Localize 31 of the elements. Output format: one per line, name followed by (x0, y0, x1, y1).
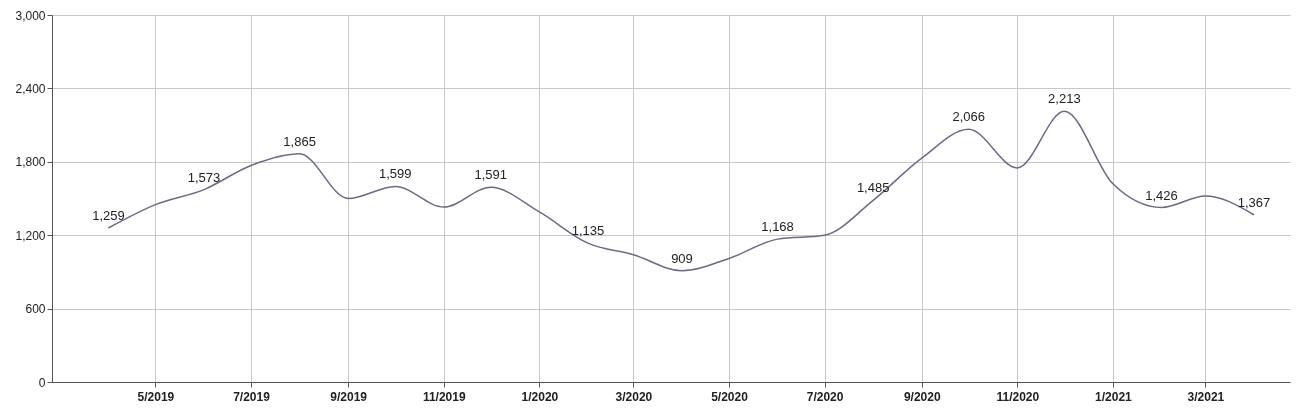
data-label: 1,599 (378, 166, 412, 182)
y-tick-label: 1,200 (15, 228, 46, 243)
x-tick-label: 5/2019 (137, 389, 175, 404)
x-tick-label: 3/2021 (1187, 389, 1225, 404)
data-label: 1,591 (474, 167, 508, 183)
x-tick-label: 1/2021 (1095, 389, 1133, 404)
x-tick-label: 3/2020 (615, 389, 653, 404)
x-tick-label: 5/2020 (711, 389, 749, 404)
x-tick-label: 7/2019 (233, 389, 271, 404)
x-tick-label: 1/2020 (521, 389, 559, 404)
data-label: 1,135 (571, 223, 605, 239)
data-label: 1,426 (1145, 187, 1178, 203)
y-tick-label: 2,400 (15, 81, 46, 96)
x-tick-label: 9/2020 (903, 389, 941, 404)
data-label: 1,168 (761, 219, 794, 235)
data-label: 909 (671, 250, 693, 266)
data-label: 1,367 (1237, 194, 1271, 210)
data-label: 2,066 (952, 109, 986, 125)
y-tick-label: 0 (38, 375, 46, 390)
data-label: 1,485 (856, 180, 890, 196)
data-label: 1,259 (92, 207, 125, 223)
data-label: 2,213 (1048, 91, 1081, 107)
y-tick-label: 3,000 (15, 8, 46, 23)
x-tick-label: 7/2020 (806, 389, 844, 404)
y-tick-label: 1,800 (15, 155, 46, 170)
data-label: 1,865 (283, 133, 316, 149)
data-label: 1,573 (187, 169, 221, 185)
x-tick-label: 11/2020 (996, 389, 1040, 404)
x-tick-label: 11/2019 (422, 389, 466, 404)
y-tick-label: 600 (25, 302, 46, 317)
x-tick-label: 9/2019 (330, 389, 368, 404)
